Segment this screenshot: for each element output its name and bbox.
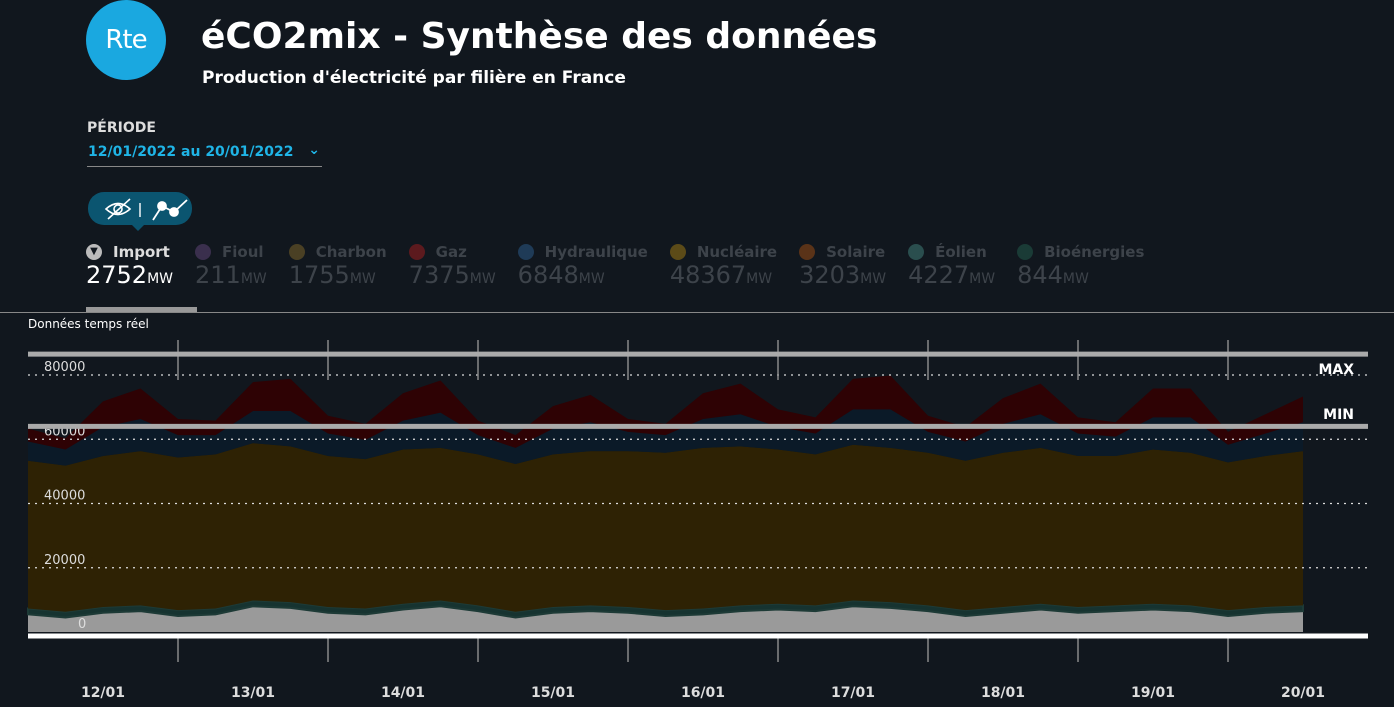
x-tick-label: 13/01: [231, 685, 275, 701]
legend-label: Fioul: [222, 243, 264, 261]
x-tick-label: 15/01: [531, 685, 575, 701]
realtime-label: Données temps réel: [28, 317, 149, 331]
energy-source-icon: [408, 244, 425, 260]
legend-unit: MW: [349, 271, 376, 287]
active-tab-indicator: [86, 307, 197, 312]
legend-label: Nucléaire: [696, 243, 778, 261]
energy-source-icon: [288, 244, 305, 260]
legend-value: 3203: [799, 261, 861, 289]
legend-value: 1755: [288, 261, 350, 289]
y-tick-label: 40000: [44, 489, 85, 504]
x-tick-label: 18/01: [981, 685, 1025, 701]
legend-item-0[interactable]: ▼ Import 2752MW: [86, 243, 173, 293]
x-tick-label: 12/01: [81, 685, 125, 701]
period-label: PÉRIODE: [87, 120, 156, 136]
legend-item-8[interactable]: Bioénergies 844MW: [1017, 243, 1144, 293]
divider: [0, 312, 1394, 313]
legend-item-4[interactable]: Hydraulique 6848MW: [517, 243, 648, 293]
area-gaz: [28, 375, 1303, 450]
legend-label: Solaire: [826, 243, 886, 261]
legend-label: Gaz: [435, 243, 467, 261]
legend-label: Éolien: [935, 243, 987, 261]
x-tick-label: 20/01: [1281, 685, 1325, 701]
x-tick-label: 16/01: [681, 685, 725, 701]
period-value: 12/01/2022 au 20/01/2022: [88, 144, 294, 160]
legend-label: Hydraulique: [544, 243, 648, 261]
toggle-icons: [104, 198, 188, 221]
min-label: MIN: [1323, 407, 1354, 423]
legend-item-7[interactable]: Éolien 4227MW: [908, 243, 995, 293]
chevron-down-icon: ⌄: [308, 142, 320, 158]
energy-source-icon: [669, 244, 686, 260]
view-toggle[interactable]: [88, 192, 192, 231]
legend-value: 6848: [517, 261, 579, 289]
area-hydraulique: [28, 409, 1303, 466]
legend-unit: MW: [746, 271, 773, 287]
legend-unit: MW: [469, 271, 496, 287]
rte-logo: Rte: [86, 0, 166, 80]
energy-source-icon: [517, 244, 534, 260]
legend-item-6[interactable]: Solaire 3203MW: [799, 243, 886, 293]
area-import: [28, 606, 1303, 632]
legend-label: Import: [113, 243, 170, 261]
page-subtitle: Production d'électricité par filière en …: [202, 68, 626, 88]
legend-label: Bioénergies: [1044, 243, 1145, 261]
line-chart-icon[interactable]: [152, 199, 188, 221]
energy-source-icon: ▼: [86, 244, 102, 260]
legend-value: 48367: [669, 261, 747, 289]
legend-unit: MW: [578, 271, 605, 287]
legend-value: 2752: [86, 261, 148, 289]
legend-item-1[interactable]: Fioul 211MW: [195, 243, 267, 293]
area-nucl-aire: [28, 443, 1303, 612]
legend-unit: MW: [147, 271, 173, 287]
source-legend: ▼ Import 2752MW Fioul 211MW Charbon 1755MW G…: [86, 243, 1166, 293]
max-label: MAX: [1318, 362, 1354, 378]
legend-label: Charbon: [315, 243, 387, 261]
y-tick-label: 80000: [44, 360, 85, 375]
x-tick-label: 19/01: [1131, 685, 1175, 701]
energy-source-icon: [799, 244, 816, 260]
legend-unit: MW: [860, 271, 887, 287]
y-tick-label: 20000: [44, 553, 85, 568]
energy-source-icon: [908, 244, 925, 260]
x-tick-label: 14/01: [381, 685, 425, 701]
legend-unit: MW: [240, 271, 267, 287]
legend-item-5[interactable]: Nucléaire 48367MW: [669, 243, 778, 293]
period-select[interactable]: 12/01/2022 au 20/01/2022 ⌄: [87, 142, 322, 167]
y-tick-label: 0: [78, 617, 86, 632]
energy-source-icon: [1017, 244, 1034, 260]
legend-unit: MW: [969, 271, 996, 287]
eye-off-icon[interactable]: [104, 198, 132, 220]
legend-value: 211: [195, 261, 241, 289]
legend-value: 844: [1017, 261, 1063, 289]
x-tick-label: 17/01: [831, 685, 875, 701]
legend-unit: MW: [1062, 271, 1089, 287]
energy-source-icon: [195, 244, 211, 260]
legend-item-2[interactable]: Charbon 1755MW: [288, 243, 387, 293]
legend-value: 4227: [908, 261, 970, 289]
legend-item-3[interactable]: Gaz 7375MW: [408, 243, 496, 293]
legend-value: 7375: [408, 261, 470, 289]
page-title: éCO2mix - Synthèse des données: [201, 16, 878, 57]
